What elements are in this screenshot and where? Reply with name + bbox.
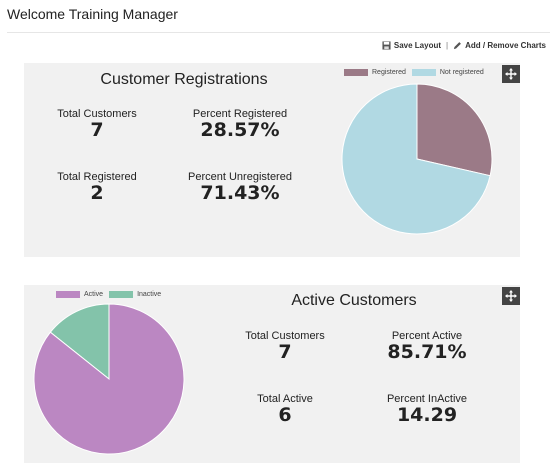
stat-label: Percent Unregistered: [188, 171, 292, 183]
move-arrows-icon: [505, 68, 517, 80]
legend-swatch: [109, 291, 134, 298]
pie-slice-not-registered: [341, 83, 491, 235]
stat-total-registered: Total Registered 2: [42, 171, 152, 204]
move-panel-button[interactable]: [502, 65, 520, 83]
legend-item-active: Active: [56, 291, 103, 298]
legend-item-registered: Registered: [344, 69, 406, 76]
pie-slice-inactive: [49, 303, 110, 381]
stat-value: 2: [90, 182, 104, 204]
stat-label: Total Customers: [245, 330, 325, 342]
stat-label: Total Customers: [57, 108, 137, 120]
stat-value: 85.71%: [387, 341, 467, 363]
pie-slice-active: [33, 303, 185, 455]
stat-total-active: Total Active 6: [230, 393, 340, 426]
stat-label: Percent Registered: [192, 108, 288, 120]
stat-value: 14.29: [396, 404, 458, 426]
panel-title: Customer Registrations: [100, 71, 268, 88]
active-customers-pie-chart: [33, 303, 185, 455]
add-remove-charts-button[interactable]: Add / Remove Charts: [453, 41, 546, 50]
stat-percent-registered: Percent Registered 28.57%: [185, 108, 295, 141]
legend-label: Active: [84, 291, 104, 298]
save-layout-label: Save Layout: [393, 41, 442, 50]
legend-label: Registered: [372, 69, 406, 76]
legend-swatch: [56, 291, 80, 298]
customer-registrations-panel: Customer Registrations Total Customers 7…: [24, 63, 520, 257]
legend-swatch: [411, 69, 436, 76]
stat-label: Total Active: [257, 393, 313, 405]
chart-legend: Active Inactive: [56, 291, 167, 298]
move-panel-button[interactable]: [502, 287, 520, 305]
registrations-pie-chart: [341, 83, 493, 235]
page-title: Welcome Training Manager: [7, 6, 178, 22]
toolbar-separator: |: [446, 41, 449, 50]
stat-value: 71.43%: [200, 182, 280, 204]
panel-title: Active Customers: [291, 292, 417, 309]
pencil-icon: [453, 42, 462, 50]
stat-value: 7: [278, 341, 292, 363]
stat-percent-inactive: Percent InActive 14.29: [372, 393, 482, 426]
move-arrows-icon: [505, 290, 517, 302]
stat-label: Total Registered: [57, 171, 137, 183]
stat-value: 6: [278, 404, 292, 426]
stat-percent-unregistered: Percent Unregistered 71.43%: [180, 171, 300, 204]
chart-legend: Registered Not registered: [344, 69, 490, 76]
legend-swatch: [344, 69, 368, 76]
stat-total-customers: Total Customers 7: [42, 108, 152, 141]
floppy-disk-icon: [382, 41, 391, 50]
toolbar: Save Layout | Add / Remove Charts: [382, 41, 546, 50]
stat-value: 7: [90, 119, 104, 141]
legend-label: Inactive: [137, 291, 162, 298]
stat-value: 28.57%: [200, 119, 280, 141]
legend-item-not-registered: Not registered: [411, 69, 484, 76]
legend-label: Not registered: [439, 69, 484, 76]
stat-label: Percent InActive: [386, 393, 468, 405]
title-divider: [7, 32, 550, 33]
active-customers-panel: Active Customers Total Customers 7 Perce…: [24, 285, 520, 463]
stat-total-customers: Total Customers 7: [230, 330, 340, 363]
save-layout-button[interactable]: Save Layout: [382, 41, 441, 50]
pie-slice-registered: [416, 83, 493, 177]
legend-item-inactive: Inactive: [109, 291, 161, 298]
add-remove-charts-label: Add / Remove Charts: [465, 41, 546, 50]
stat-percent-active: Percent Active 85.71%: [372, 330, 482, 363]
stat-label: Percent Active: [391, 330, 463, 342]
